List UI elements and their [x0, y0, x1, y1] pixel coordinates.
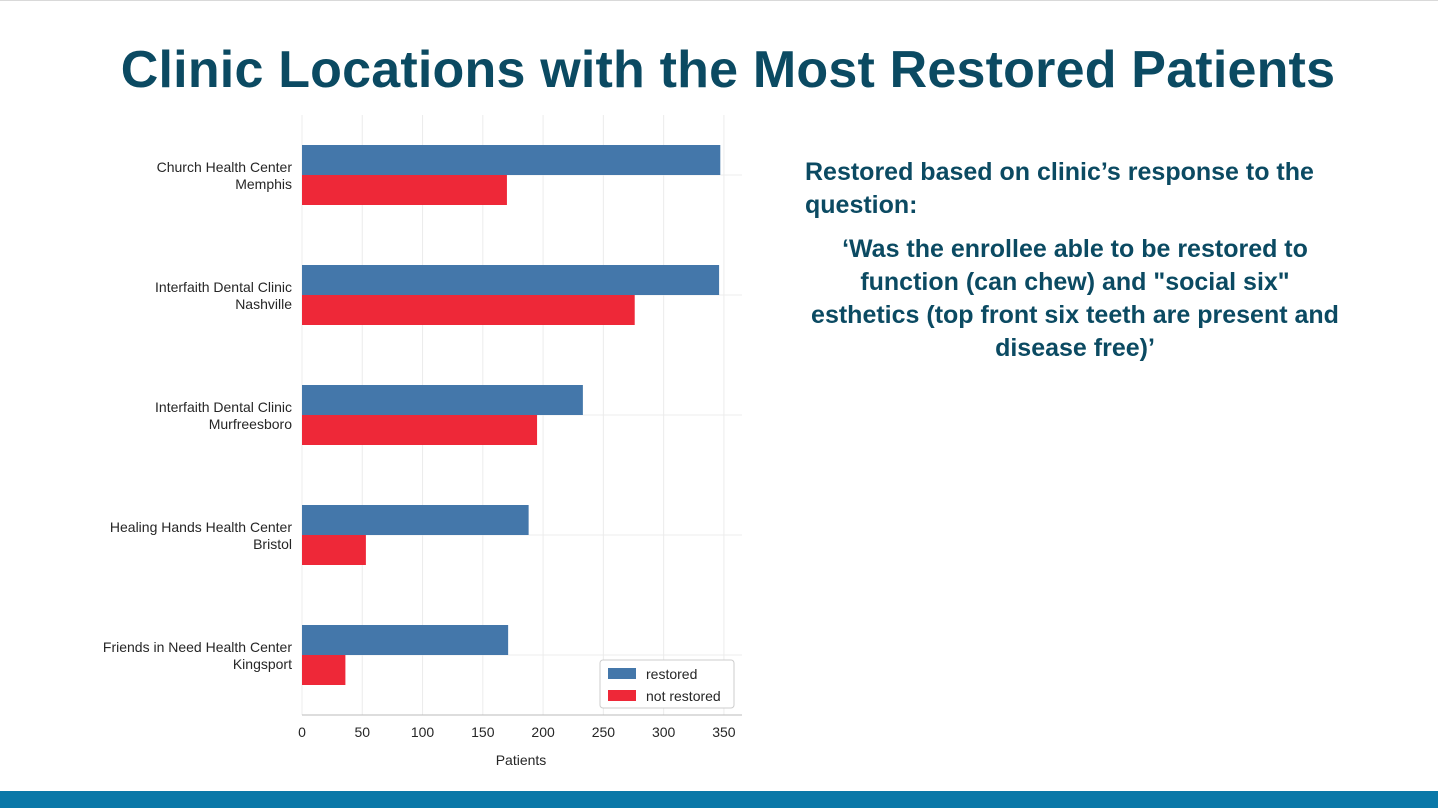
bar-not-restored: [302, 175, 507, 205]
tick-layer: 0 50 100 150 200 250 300 350: [298, 724, 736, 740]
slide-title: Clinic Locations with the Most Restored …: [120, 41, 1336, 99]
bar-layer: [302, 145, 721, 685]
x-axis-label: Patients: [496, 752, 547, 768]
category-label: Interfaith Dental Clinic Murfreesboro: [155, 399, 292, 432]
bar-not-restored: [302, 535, 366, 565]
x-tick-label: 0: [298, 724, 306, 740]
category-label: Friends in Need Health Center Kingsport: [103, 639, 292, 672]
bar-restored: [302, 625, 509, 655]
bar-restored: [302, 265, 720, 295]
x-tick-label: 50: [354, 724, 370, 740]
restored-definition: Restored based on clinic’s response to t…: [805, 156, 1345, 365]
x-tick-label: 300: [652, 724, 676, 740]
bar-restored: [302, 145, 721, 175]
bar-not-restored: [302, 655, 346, 685]
legend-swatch: [608, 668, 636, 679]
x-tick-label: 100: [411, 724, 435, 740]
category-label-layer: Church Health Center Memphis Interfaith De…: [103, 159, 292, 672]
legend-label: restored: [646, 666, 697, 682]
category-label: Interfaith Dental Clinic Nashville: [155, 279, 292, 312]
legend-swatch: [608, 690, 636, 701]
definition-quote: ‘Was the enrollee able to be restored to…: [811, 235, 1339, 362]
definition-heading: Restored based on clinic’s response to t…: [805, 158, 1314, 219]
legend-label: not restored: [646, 688, 721, 704]
bar-not-restored: [302, 415, 538, 445]
category-label: Church Health Center Memphis: [157, 159, 293, 192]
bar-restored: [302, 505, 529, 535]
x-tick-label: 200: [531, 724, 555, 740]
x-tick-label: 150: [471, 724, 495, 740]
bar-chart: 0 50 100 150 200 250 300 350 Church Health Cent…: [60, 110, 760, 780]
category-label: Healing Hands Health Center Bristol: [110, 519, 292, 552]
bar-not-restored: [302, 295, 635, 325]
x-tick-label: 350: [712, 724, 736, 740]
top-rule: [0, 0, 1438, 1]
legend: restored not restored: [599, 659, 735, 709]
bar-restored: [302, 385, 583, 415]
chart-svg: 0 50 100 150 200 250 300 350 Church Health Cent…: [103, 115, 742, 768]
footer-bar: [0, 791, 1438, 808]
x-tick-label: 250: [592, 724, 616, 740]
